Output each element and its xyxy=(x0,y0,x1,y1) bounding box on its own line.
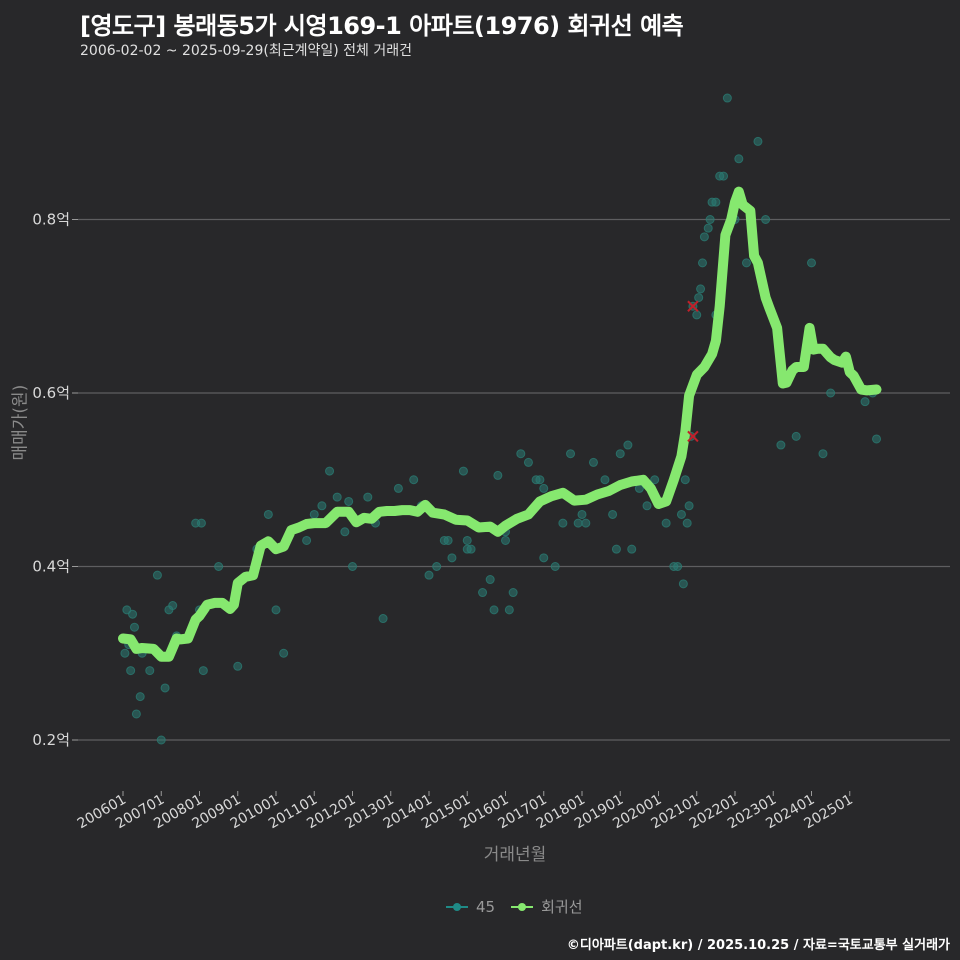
legend-label: 45 xyxy=(476,897,496,916)
scatter-points xyxy=(120,93,882,745)
legend-swatch-icon xyxy=(511,902,534,911)
regression-line xyxy=(118,186,882,662)
legend-swatch-icon xyxy=(446,902,468,911)
outlier-markers xyxy=(687,300,699,443)
gridlines xyxy=(78,218,950,741)
source-credit: ©디아파트(dapt.kr) / 2025.10.25 / 자료=국토교통부 실… xyxy=(566,938,950,953)
legend-item-45[interactable]: 45 xyxy=(446,898,495,916)
svg-text:0.8억: 0.8억 xyxy=(32,211,70,229)
legend: 45 회귀선 xyxy=(446,896,589,917)
chart-title: [영도구] 봉래동5가 시영169-1 아파트(1976) 회귀선 예측 xyxy=(80,12,684,40)
svg-text:0.2억: 0.2억 xyxy=(32,731,70,749)
x-axis-ticks: 2006012007012008012009012010012011012012… xyxy=(75,791,856,832)
svg-text:0.6억: 0.6억 xyxy=(32,384,70,402)
y-axis-ticks: 0.2억 0.4억 0.6억 0.8억 xyxy=(32,211,78,749)
svg-text:0.4억: 0.4억 xyxy=(32,558,70,576)
legend-item-regression[interactable]: 회귀선 xyxy=(511,896,583,917)
x-axis-label: 거래년월 xyxy=(483,845,547,865)
chart-subtitle: 2006-02-02 ~ 2025-09-29(최근계약일) 전체 거래건 xyxy=(80,43,412,59)
y-axis-label: 매매가(원) xyxy=(10,384,31,461)
legend-label: 회귀선 xyxy=(541,898,583,916)
